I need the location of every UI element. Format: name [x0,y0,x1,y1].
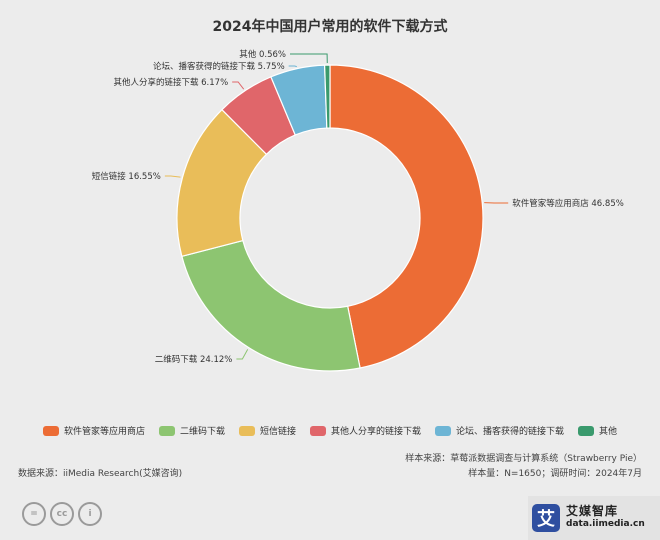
slice-leader-line [236,349,249,360]
donut-slice [181,239,361,372]
sample-info-block: 样本来源：草莓派数据调查与计算系统（Strawberry Pie） 样本量：N=… [405,452,642,482]
by-license-icon: i [78,502,102,526]
slice-leader-line [288,65,297,68]
slice-leader-line [164,175,181,178]
slice-data-label: 其他 0.56% [239,49,286,60]
legend-swatch [158,425,175,436]
slice-leader-line [232,81,245,90]
legend-swatch [42,425,59,436]
legend-label: 其他人分享的链接下载 [331,427,422,437]
legend-label: 其他 [599,427,618,437]
legend-label: 软件管家等应用商店 [63,427,145,437]
legend-item[interactable]: 二维码下载 [158,424,225,437]
brand-logo-icon: 艾 [532,504,560,532]
legend-item[interactable]: 其他人分享的链接下载 [310,424,421,437]
chart-legend: 软件管家等应用商店 二维码下载 短信链接 其他人分享的链接下载 论坛、播客获得的链接下载… [0,424,660,437]
legend-label: 短信链接 [259,427,296,437]
slice-leader-line [290,53,328,64]
brand-name: 艾媒智库 [566,504,619,518]
brand-block: 艾 艾媒智库 data.iimedia.cn [528,496,660,540]
slice-data-label: 软件管家等应用商店 46.85% [512,198,624,209]
slice-data-label: 论坛、播客获得的链接下载 5.75% [153,61,285,72]
chart-title: 2024年中国用户常用的软件下载方式 [213,18,448,35]
legend-item[interactable]: 其他 [578,424,617,437]
legend-item[interactable]: 软件管家等应用商店 [42,424,145,437]
slice-data-label: 短信链接 16.55% [92,171,161,182]
brand-url: data.iimedia.cn [566,519,645,529]
data-source: 数据来源：iiMedia Research(艾媒咨询) [18,469,183,479]
donut-chart: 2024年中国用户常用的软件下载方式 软件管家等应用商店 46.85% 二维码下载… [92,18,624,372]
nd-license-icon: = [22,502,46,526]
donut-slice [329,64,484,369]
donut-slice [323,64,331,129]
license-badges: = cc i [22,502,102,526]
legend-item[interactable]: 短信链接 [238,424,296,437]
legend-swatch [310,425,326,436]
legend-label: 二维码下载 [179,427,225,437]
slice-data-label: 其他人分享的链接下载 6.17% [113,77,228,88]
legend-item[interactable]: 论坛、播客获得的链接下载 [435,424,564,437]
legend-swatch [435,425,452,436]
legend-swatch [238,425,255,436]
legend-swatch [578,425,595,436]
sample-source: 样本来源：草莓派数据调查与计算系统（Strawberry Pie） [405,454,642,464]
legend-label: 论坛、播客获得的链接下载 [456,427,565,437]
cc-license-icon: cc [50,502,74,526]
slice-data-label: 二维码下载 24.12% [155,354,233,365]
sample-size: 样本量：N=1650；调研时间：2024年7月 [468,469,642,479]
